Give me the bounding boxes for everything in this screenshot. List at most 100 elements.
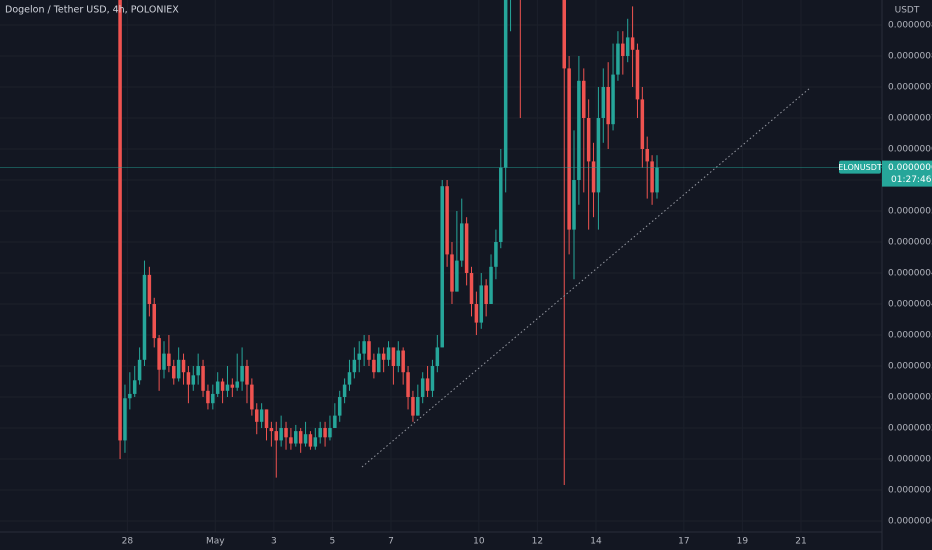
candle-body (640, 99, 645, 149)
candle-body (303, 434, 308, 444)
candle-body (567, 68, 571, 230)
candle-body (298, 431, 303, 444)
candle-body (479, 285, 484, 323)
x-tick-label: 19 (737, 537, 749, 547)
y-tick-label: 0.00000050 (888, 238, 932, 248)
candle-body (411, 397, 415, 416)
candle-body (142, 274, 147, 360)
candle-body (611, 74, 615, 125)
y-tick-label: 0.00000015 (888, 455, 932, 465)
candle-body (425, 378, 430, 391)
candle-body (313, 437, 318, 447)
candle-body (630, 37, 635, 50)
y-tick-label: 0.00000080 (888, 51, 932, 61)
candle-body (352, 359, 357, 373)
candle-body (342, 384, 347, 398)
y-tick-label: 0.00000020 (888, 424, 932, 434)
candle-body (655, 167, 659, 193)
candle-body (201, 366, 205, 391)
candle-body (586, 117, 591, 162)
candle-body (137, 359, 142, 381)
y-tick-label: 0.00000005 (888, 517, 932, 527)
x-tick-label: May (206, 537, 225, 547)
y-tick-label: 0.00000040 (888, 300, 932, 310)
candle-body (162, 353, 166, 370)
axes: 0.00000005 0.00000010 0.00000015 0.00000020… (0, 20, 932, 547)
candle-body (606, 86, 610, 125)
y-tick-label: 0.00000035 (888, 331, 932, 341)
candle-body (157, 338, 161, 370)
candle-body (250, 384, 254, 410)
x-tick-label: 7 (388, 537, 394, 547)
candle-body (591, 161, 596, 193)
x-tick-label: 5 (330, 537, 336, 547)
candle-body (435, 347, 440, 367)
candle-body (391, 347, 396, 367)
candle-body (582, 80, 586, 118)
candle-body (616, 43, 620, 75)
candle-body (191, 375, 196, 385)
symbol-label: ELONUSDT (838, 163, 882, 172)
candles (118, 0, 659, 486)
candle-body (318, 428, 322, 438)
candle-body (172, 366, 176, 379)
candle-body (279, 428, 283, 441)
grid (0, 0, 882, 532)
candle-body (572, 179, 576, 230)
trend-line (361, 87, 811, 468)
candle-body (186, 372, 191, 385)
candle-body (274, 431, 279, 441)
y-tick-label: 0.00000065 (888, 144, 932, 154)
candle-body (464, 223, 469, 274)
candle-body (406, 372, 410, 398)
candle-body (635, 49, 640, 100)
x-tick-label: 14 (590, 537, 602, 547)
candle-body (401, 350, 405, 373)
candle-body (445, 186, 449, 255)
candle-body (459, 223, 464, 261)
candle-body (469, 273, 474, 305)
candle-body (181, 359, 186, 373)
candle-body (499, 167, 503, 243)
candle-body (289, 437, 293, 444)
candle-body (225, 384, 230, 391)
candle-body (235, 381, 239, 388)
candle-body (367, 341, 371, 360)
candle-body (220, 381, 225, 391)
y-tick-label: 0.00000055 (888, 207, 932, 217)
candle-body (215, 381, 220, 394)
candle-body (152, 304, 156, 339)
x-tick-label: 3 (271, 537, 277, 547)
candle-body (381, 353, 386, 360)
candle-body (284, 428, 288, 438)
x-tick-label: 17 (678, 537, 689, 547)
currency-label: USDT (895, 6, 920, 16)
candle-body (254, 409, 259, 422)
price-label: 0.00000062 (888, 163, 932, 173)
candle-body (323, 428, 327, 438)
candle-body (484, 285, 488, 305)
candle-body (357, 353, 362, 360)
candle-body (240, 366, 244, 382)
candle-body (245, 366, 249, 385)
candle-body (577, 80, 581, 180)
candle-body (440, 186, 444, 348)
candle-body (386, 347, 391, 360)
x-tick-label: 10 (473, 537, 485, 547)
candle-body (372, 359, 376, 373)
candle-body (621, 43, 625, 56)
candle-body (489, 266, 493, 305)
candle-body (396, 350, 401, 367)
candle-body (416, 397, 420, 416)
y-tick-label: 0.00000070 (888, 113, 932, 123)
candle-body (450, 254, 454, 292)
price-box (882, 160, 932, 187)
candle-body (123, 398, 127, 441)
candle-body (118, 0, 122, 441)
candle-body (596, 117, 601, 193)
candle-body (645, 148, 649, 162)
candle-body (196, 366, 200, 376)
